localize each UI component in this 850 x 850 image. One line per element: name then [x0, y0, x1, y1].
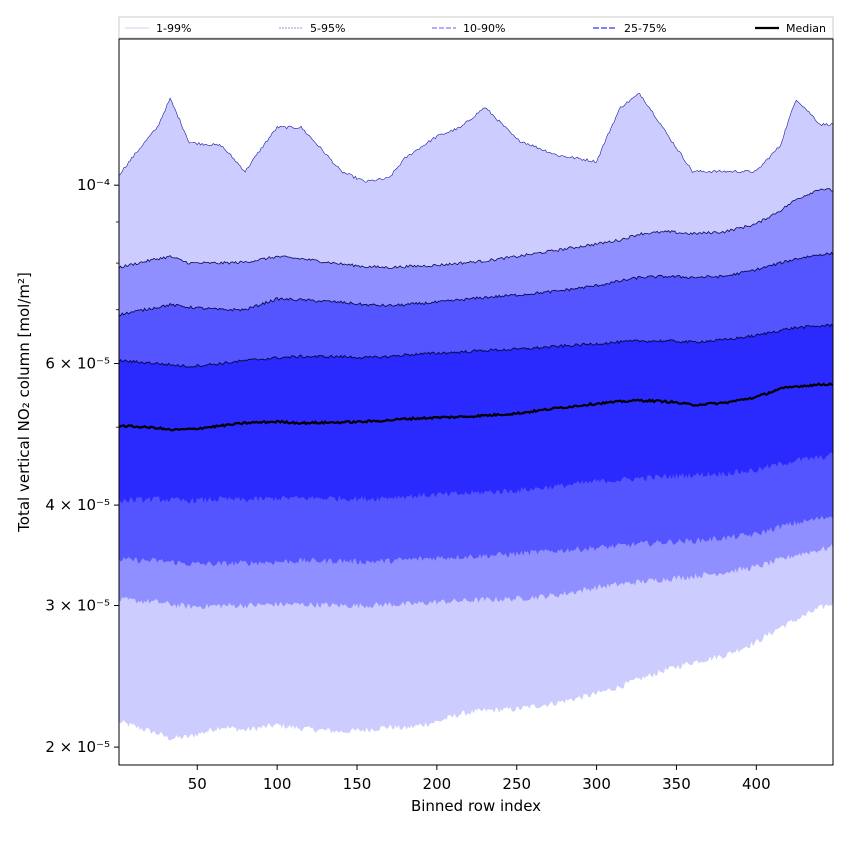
band-upper-edge-10-90% — [118, 251, 834, 317]
x-tick-label: 300 — [582, 775, 611, 793]
y-tick-label: 4 × 10⁻⁵ — [45, 496, 110, 514]
plot-area-frame — [118, 38, 834, 766]
legend-label: 1-99% — [156, 22, 191, 35]
x-tick-label: 50 — [188, 775, 207, 793]
x-tick-label: 400 — [742, 775, 771, 793]
band-25-75% — [119, 324, 833, 504]
x-tick-label: 100 — [263, 775, 292, 793]
median-line — [118, 382, 834, 432]
percentile-bands — [119, 93, 833, 741]
band-edge-lines — [118, 93, 834, 368]
band-upper-edge-25-75% — [118, 323, 834, 368]
y-tick-label: 2 × 10⁻⁵ — [45, 738, 110, 756]
legend-label: 10-90% — [463, 22, 505, 35]
y-tick-label: 10⁻⁴ — [77, 176, 110, 194]
median-layer — [118, 382, 834, 432]
y-axis: 2 × 10⁻⁵ 3 × 10⁻⁵ 4 × 10⁻⁵ 6 × 10⁻⁵ 10⁻⁴ — [45, 176, 119, 756]
band-upper-edge-5-95% — [118, 188, 834, 269]
x-tick-label: 200 — [423, 775, 452, 793]
x-tick-label: 250 — [502, 775, 531, 793]
legend-label: 5-95% — [310, 22, 345, 35]
y-tick-label: 3 × 10⁻⁵ — [45, 597, 110, 615]
y-tick-label: 6 × 10⁻⁵ — [45, 355, 110, 373]
x-axis: 50 100 150 200 250 300 350 400 — [188, 765, 771, 793]
legend-label: 25-75% — [624, 22, 666, 35]
x-tick-label: 350 — [662, 775, 691, 793]
band-upper-edge-1-99% — [118, 93, 834, 183]
legend-box — [118, 16, 834, 39]
legend: 1-99% 5-95% 10-90% 25-75% Median — [118, 16, 834, 39]
x-axis-label: Binned row index — [411, 797, 541, 815]
y-axis-label: Total vertical NO₂ column [mol/m²] — [15, 272, 33, 533]
legend-label: Median — [786, 22, 826, 35]
x-tick-label: 150 — [343, 775, 372, 793]
